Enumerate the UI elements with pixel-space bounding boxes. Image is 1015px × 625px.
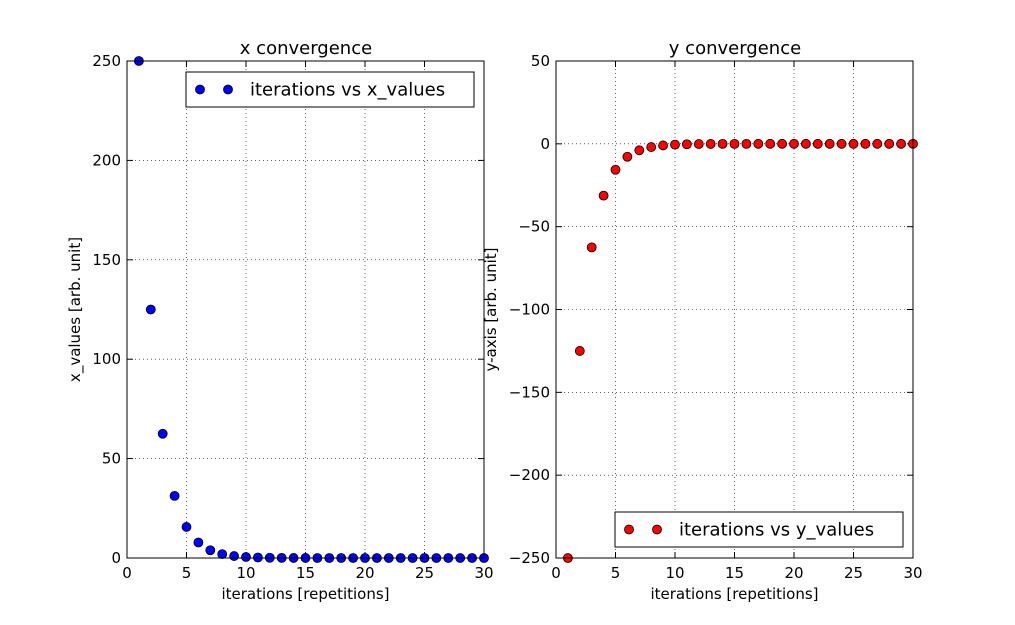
- chart-panel-2: 0 5 10 15 20 25 30 50 0 −50 −100 −150 −200 −250 y conv…: [482, 38, 923, 603]
- data-point: [193, 537, 204, 548]
- data-point: [741, 138, 752, 149]
- legend-label: iterations vs y_values: [679, 520, 874, 541]
- y-axis-label: x_values [arb. unit]: [66, 237, 85, 382]
- x-tick-label: 15: [725, 564, 744, 582]
- legend-marker: [652, 524, 662, 535]
- data-point: [812, 138, 823, 149]
- data-point: [753, 138, 764, 149]
- y-tick-label: 0: [111, 549, 121, 567]
- data-point: [717, 138, 728, 149]
- x-axis-label: iterations [repetitions]: [650, 585, 818, 603]
- series-1: [563, 138, 918, 563]
- chart-panel-1: 0 5 10 15 20 25 30 0 50 100 150 200 250 x convergence…: [66, 38, 494, 603]
- legend: iterations vs y_values: [614, 511, 904, 548]
- x-tick-label: 10: [236, 564, 255, 582]
- y-tick-label: 100: [92, 350, 121, 368]
- plot-frame: [555, 60, 914, 559]
- data-point: [824, 138, 835, 149]
- y-tick-label: 150: [92, 251, 121, 269]
- y-tick-label: 0: [540, 135, 550, 153]
- data-point: [670, 139, 680, 150]
- x-tick-label: 20: [355, 564, 374, 582]
- chart-title: y convergence: [669, 38, 801, 59]
- data-point: [169, 490, 180, 501]
- data-point: [646, 142, 657, 152]
- y-tick-label: 250: [92, 52, 121, 70]
- legend-box: [185, 71, 475, 108]
- x-tick-label: 0: [122, 564, 132, 582]
- x-tick-label: 10: [665, 564, 684, 582]
- data-point: [598, 190, 609, 201]
- data-point: [574, 346, 585, 356]
- x-tick-label: 25: [415, 564, 434, 582]
- data-point: [848, 138, 859, 149]
- data-point: [729, 138, 740, 149]
- x-tick-label: 30: [903, 564, 922, 582]
- y-tick-label: −100: [509, 301, 550, 319]
- plot-frame: [126, 60, 485, 559]
- y-axis-label: y-axis [arb. unit]: [482, 247, 500, 371]
- data-point: [896, 138, 906, 149]
- y-tick-label: 50: [102, 450, 121, 468]
- x-tick-label: 30: [474, 564, 493, 582]
- legend-box: [614, 511, 904, 548]
- data-point: [801, 138, 811, 149]
- data-point: [682, 139, 692, 150]
- y-tick-label: −200: [509, 466, 550, 484]
- data-point: [229, 551, 240, 561]
- data-point: [836, 138, 847, 149]
- legend-marker: [195, 84, 205, 95]
- data-point: [586, 242, 597, 253]
- data-point: [789, 138, 799, 149]
- data-point: [860, 138, 871, 149]
- x-tick-label: 15: [296, 564, 315, 582]
- data-point: [634, 145, 645, 156]
- data-point: [622, 151, 633, 162]
- x-axis-label: iterations [repetitions]: [221, 585, 389, 603]
- legend-marker: [223, 84, 233, 95]
- chart-title: x convergence: [240, 38, 372, 59]
- data-point: [217, 549, 228, 560]
- x-tick-label: 20: [784, 564, 803, 582]
- y-tick-label: −50: [518, 218, 550, 236]
- x-tick-label: 5: [182, 564, 192, 582]
- data-point: [145, 304, 156, 315]
- y-tick-label: 50: [531, 52, 550, 70]
- legend-marker: [624, 524, 634, 535]
- data-point: [157, 428, 168, 439]
- data-point: [872, 138, 883, 149]
- data-point: [693, 139, 704, 149]
- legend: iterations vs x_values: [185, 71, 475, 108]
- x-tick-label: 5: [611, 564, 621, 582]
- data-point: [658, 140, 668, 151]
- data-point: [765, 138, 776, 149]
- x-tick-label: 25: [844, 564, 863, 582]
- data-point: [241, 552, 251, 562]
- legend-label: iterations vs x_values: [250, 80, 445, 101]
- y-tick-label: −150: [509, 383, 550, 401]
- data-point: [610, 164, 621, 175]
- y-tick-label: 200: [92, 151, 121, 169]
- data-point: [705, 139, 716, 149]
- data-point: [884, 138, 895, 149]
- data-point: [181, 522, 192, 532]
- data-point: [777, 138, 787, 149]
- data-point: [205, 545, 216, 556]
- y-tick-label: −250: [509, 549, 550, 567]
- x-tick-label: 0: [551, 564, 561, 582]
